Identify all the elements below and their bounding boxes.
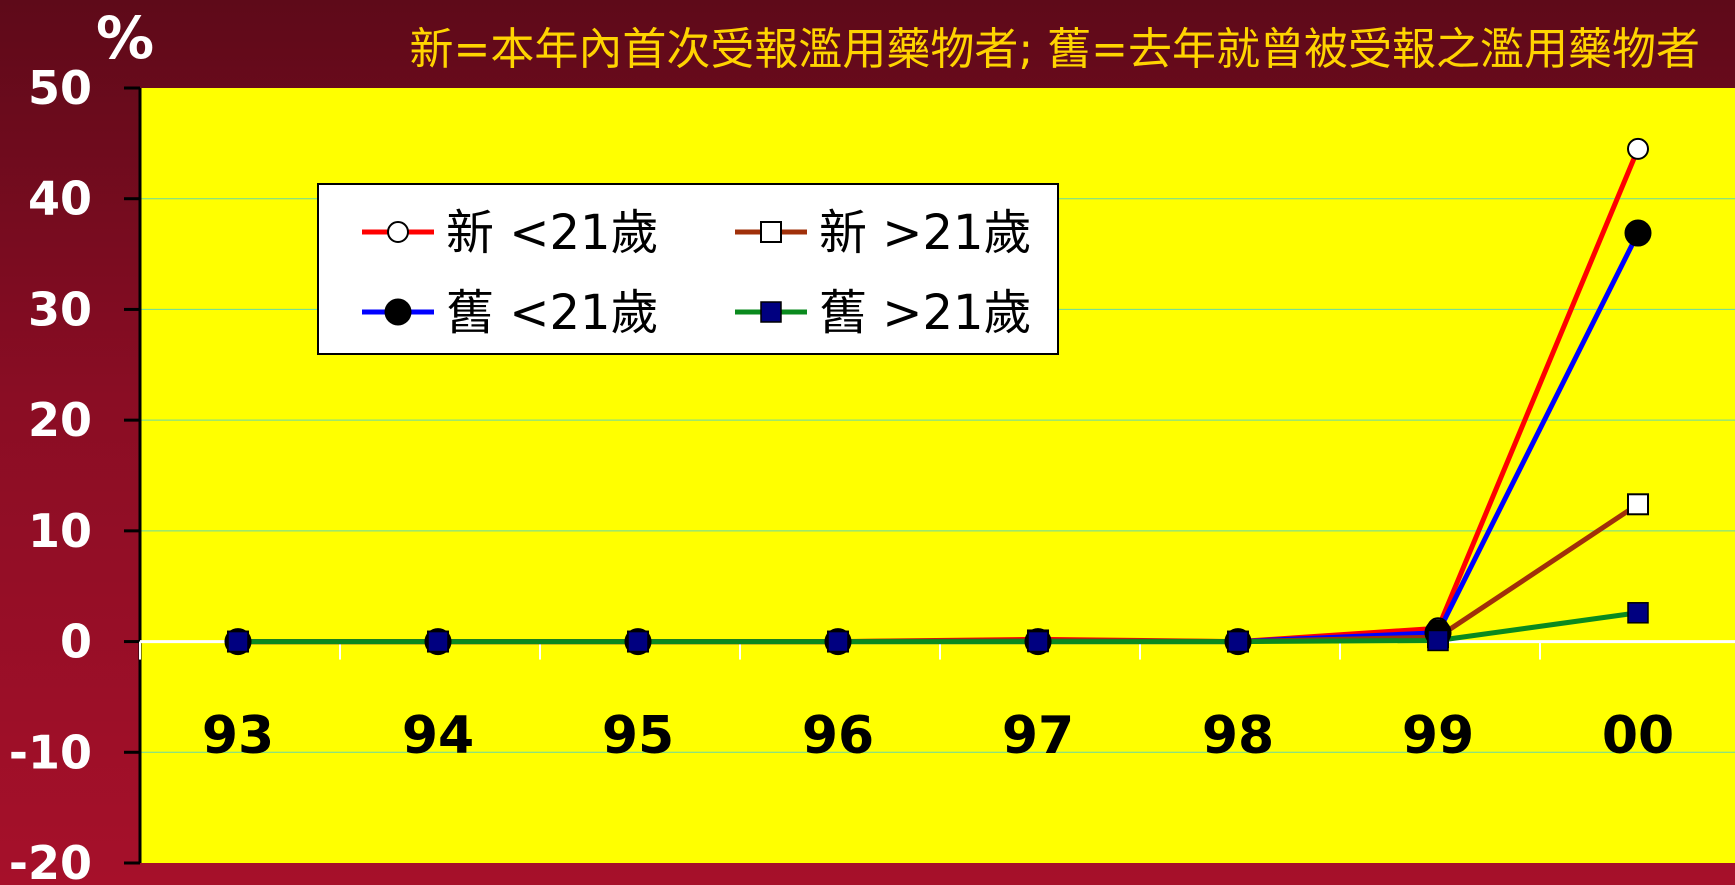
x-tick-label: 99 (1402, 706, 1474, 766)
x-tick-label: 94 (402, 706, 474, 766)
data-point (760, 221, 782, 243)
data-point (627, 630, 649, 653)
series-line (238, 610, 1639, 645)
y-tick-label: 30 (28, 282, 92, 336)
legend-box (317, 183, 1059, 355)
legend-label: 新 <21歲 (446, 205, 659, 261)
data-point (427, 630, 449, 653)
data-point (827, 630, 849, 653)
data-point (387, 221, 409, 243)
y-tick-label: 20 (28, 393, 92, 447)
x-tick-label: 00 (1602, 706, 1674, 766)
x-tick-label: 95 (602, 706, 674, 766)
x-tick-label: 98 (1202, 706, 1274, 766)
y-tick-label: 40 (28, 172, 92, 226)
y-tick-labels: 50 40 30 20 10 0 -10 -20 (9, 61, 92, 885)
data-point (1227, 630, 1249, 653)
y-tick-label: 0 (60, 615, 92, 669)
series-markers (224, 137, 1652, 656)
y-tick-label: -20 (9, 836, 92, 885)
y-tick-label: 10 (28, 504, 92, 558)
data-point (1627, 137, 1649, 160)
data-point (1624, 219, 1652, 247)
y-tick-label: 50 (28, 61, 92, 115)
data-point (227, 630, 249, 653)
data-point (1427, 629, 1449, 652)
x-tick-label: 97 (1002, 706, 1074, 766)
data-point (1627, 602, 1649, 624)
data-point (384, 298, 412, 326)
data-point (1627, 493, 1649, 516)
chart-subtitle: 新=本年內首次受報濫用藥物者; 舊=去年就曾被受報之濫用藥物者 (409, 24, 1700, 75)
x-tick-label: 93 (202, 706, 274, 766)
data-point (760, 301, 782, 323)
data-point (1027, 630, 1049, 653)
y-axis-unit: % (96, 4, 154, 72)
x-tick-labels: 93 94 95 96 97 98 99 00 (202, 706, 1674, 766)
series-lines (238, 147, 1641, 645)
legend-label: 舊 >21歲 (819, 285, 1032, 341)
y-tick-label: -10 (9, 725, 92, 779)
legend-label: 新 >21歲 (819, 205, 1032, 261)
x-tick-label: 96 (802, 706, 874, 766)
legend-label: 舊 <21歲 (446, 285, 659, 341)
